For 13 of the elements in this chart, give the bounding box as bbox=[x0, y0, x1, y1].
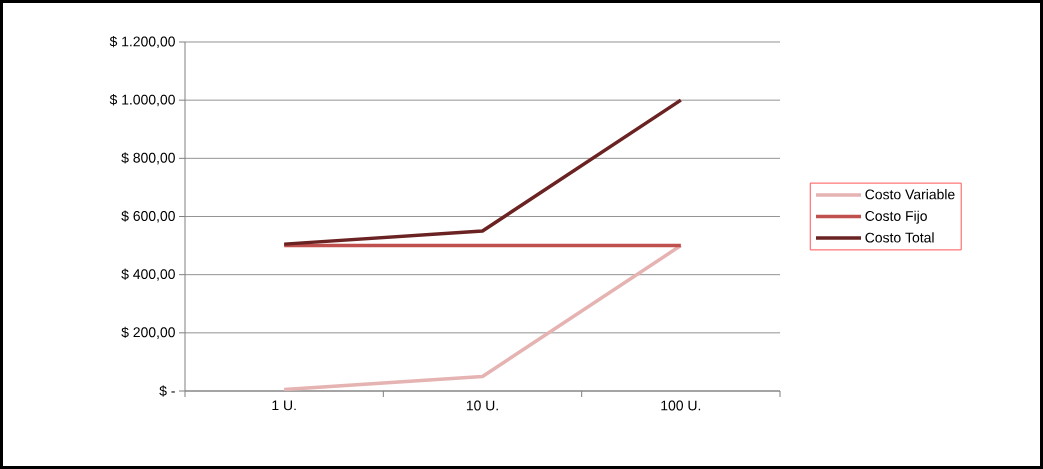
y-tick-label: $ 600,00 bbox=[121, 210, 175, 223]
x-tick-label: 1 U. bbox=[272, 400, 296, 411]
legend-label: Costo Variable bbox=[865, 189, 955, 200]
x-tick-label: 100 U. bbox=[661, 400, 701, 411]
y-tick-label: $ 800,00 bbox=[121, 152, 175, 165]
legend-label: Costo Fijo bbox=[865, 210, 927, 224]
x-tick-label: 10 U. bbox=[466, 400, 498, 411]
legend-label: Costo Total bbox=[865, 232, 934, 243]
y-tick-label: $ - bbox=[159, 385, 175, 397]
y-tick-label: $ 400,00 bbox=[121, 268, 175, 281]
y-tick-label: $ 200,00 bbox=[121, 326, 175, 339]
y-tick-label: $ 1.200,00 bbox=[109, 35, 175, 49]
y-tick-label: $ 1.000,00 bbox=[109, 94, 175, 107]
